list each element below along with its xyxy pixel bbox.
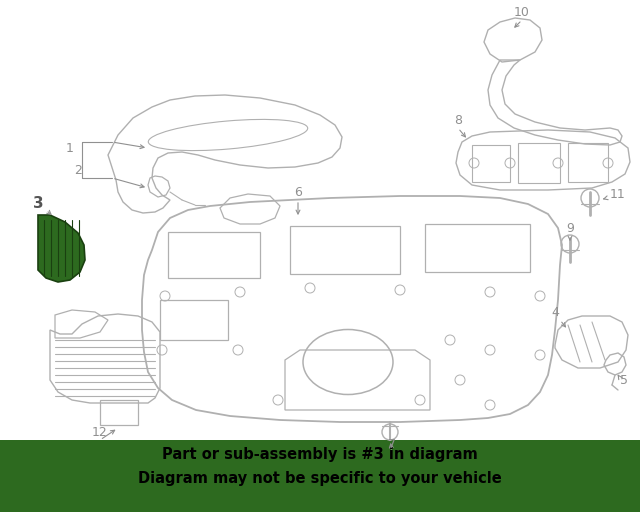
- Text: 1: 1: [66, 141, 74, 155]
- Text: 2: 2: [74, 163, 82, 177]
- Text: 6: 6: [294, 186, 302, 200]
- Text: 7: 7: [388, 438, 396, 452]
- Text: Part or sub-assembly is #3 in diagram: Part or sub-assembly is #3 in diagram: [162, 447, 478, 462]
- Text: 11: 11: [610, 188, 626, 202]
- Text: 4: 4: [551, 306, 559, 318]
- Bar: [0, 440, 640, 512]
- Text: 3: 3: [33, 196, 44, 210]
- Text: 5: 5: [620, 373, 628, 387]
- Text: 12: 12: [92, 425, 108, 438]
- Text: 10: 10: [514, 6, 530, 18]
- Text: Diagram may not be specific to your vehicle: Diagram may not be specific to your vehi…: [138, 471, 502, 485]
- Text: 8: 8: [454, 114, 462, 126]
- Polygon shape: [38, 215, 85, 282]
- Text: 9: 9: [566, 222, 574, 234]
